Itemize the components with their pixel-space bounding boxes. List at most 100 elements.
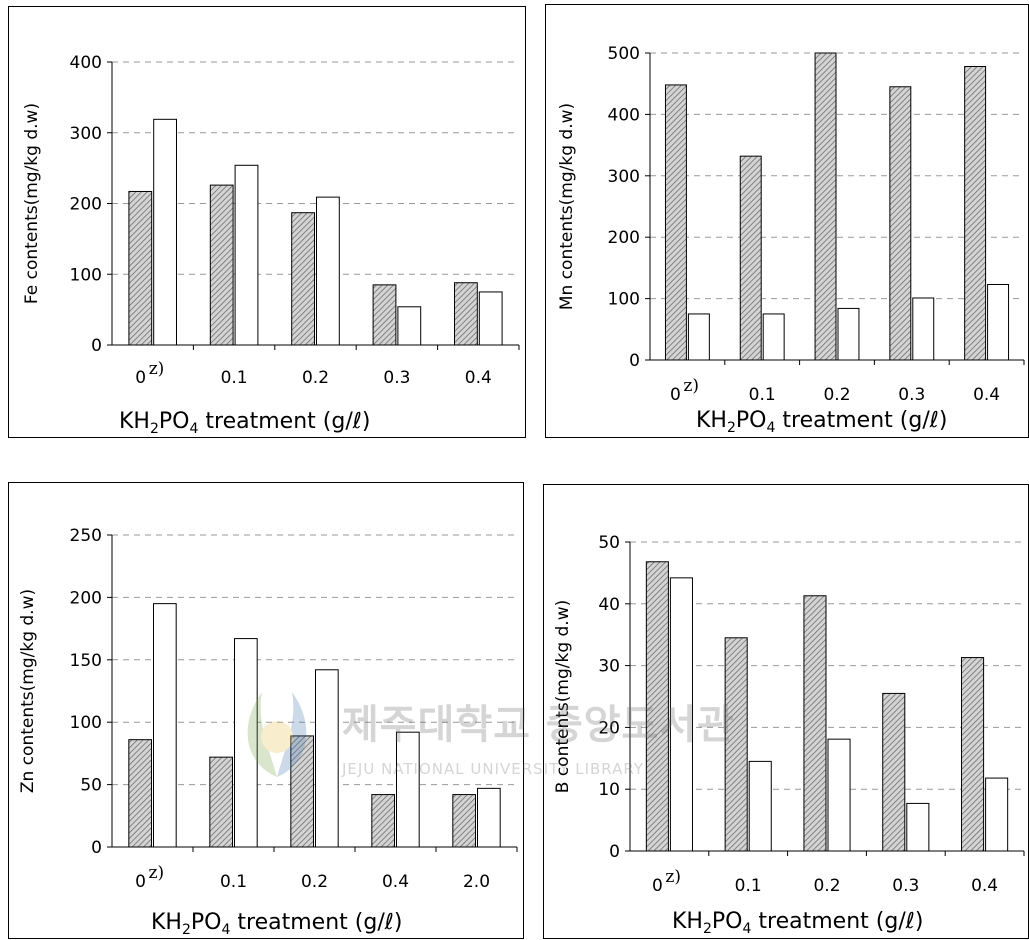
footnote-marker: z) xyxy=(149,863,165,883)
bar-hatched xyxy=(814,52,837,361)
bar-hatched xyxy=(664,84,687,361)
x-tick-label: 0.4 xyxy=(971,876,998,896)
footnote-marker: z) xyxy=(665,867,681,887)
bar-hatched xyxy=(803,595,827,852)
x-tick-label: 0.3 xyxy=(383,368,410,388)
bar-open xyxy=(153,603,177,848)
y-tick-label: 150 xyxy=(70,651,102,671)
bar-open xyxy=(477,787,501,848)
bar-open xyxy=(478,291,503,346)
x-axis-label: KH2PO4 treatment (g/ℓ) xyxy=(672,909,923,937)
x-tick-label: 0.3 xyxy=(898,385,925,405)
x-tick-label: 0.4 xyxy=(382,872,409,892)
bar-hatched xyxy=(724,637,748,852)
bar-hatched xyxy=(882,692,906,852)
x-tick-label: 0.2 xyxy=(301,872,328,892)
bar-hatched xyxy=(961,657,985,852)
bar-open xyxy=(837,307,860,361)
y-tick-label: 100 xyxy=(70,713,102,733)
x-axis-label-part: 2 xyxy=(727,420,736,436)
y-tick-label: 0 xyxy=(91,838,102,858)
x-tick-label: 0.1 xyxy=(221,368,248,388)
x-axis-label-part: treatment (g/ℓ) xyxy=(751,909,923,934)
bar-open xyxy=(397,306,422,346)
x-tick-label: 0.3 xyxy=(892,876,919,896)
bar-hatched xyxy=(889,86,912,361)
x-axis-label-part: treatment (g/ℓ) xyxy=(198,409,370,434)
bar-hatched xyxy=(645,561,669,852)
x-axis-label: KH2PO4 treatment (g/ℓ) xyxy=(696,408,947,436)
y-tick-label: 40 xyxy=(598,595,620,615)
bar-open xyxy=(985,777,1009,852)
y-tick-label: 100 xyxy=(70,265,102,285)
bar-open xyxy=(396,731,420,848)
y-tick-label: 200 xyxy=(70,195,102,215)
x-tick-label: 0.4 xyxy=(465,368,492,388)
y-tick-label: 0 xyxy=(91,336,102,356)
x-tick-label: 2.0 xyxy=(463,872,490,892)
bar-open xyxy=(153,118,177,346)
bar-hatched xyxy=(454,282,478,346)
y-axis-label: Mn contents(mg/kg d.w) xyxy=(557,103,577,310)
x-axis-label-part: KH xyxy=(672,909,703,934)
x-axis-label: KH2PO4 treatment (g/ℓ) xyxy=(151,910,402,938)
y-tick-label: 50 xyxy=(598,533,620,553)
y-tick-label: 200 xyxy=(70,588,102,608)
bar-open xyxy=(987,283,1010,361)
bar-open xyxy=(234,638,258,848)
bar-hatched xyxy=(371,794,396,848)
x-tick-label: 0.2 xyxy=(813,876,840,896)
y-tick-label: 0 xyxy=(609,842,620,862)
y-tick-label: 20 xyxy=(598,718,620,738)
x-axis-label-part: KH xyxy=(119,409,150,434)
bar-hatched xyxy=(372,284,397,346)
bar-open xyxy=(748,760,772,852)
x-tick-label: 0 xyxy=(135,368,146,388)
footnote-marker: z) xyxy=(149,359,165,379)
x-tick-label: 0 xyxy=(135,872,146,892)
y-axis-label: Zn contents(mg/kg d.w) xyxy=(18,589,38,793)
bar-hatched xyxy=(964,66,987,361)
y-tick-label: 10 xyxy=(598,780,620,800)
x-axis-label-part: 4 xyxy=(767,420,776,436)
y-tick-label: 50 xyxy=(80,776,102,796)
bar-hatched xyxy=(291,212,316,346)
bar-open xyxy=(315,669,339,848)
y-tick-label: 30 xyxy=(598,657,620,677)
bar-hatched xyxy=(452,794,477,848)
x-tick-label: 0.1 xyxy=(220,872,247,892)
y-axis-label: Fe contents(mg/kg d.w) xyxy=(22,103,42,304)
bar-open xyxy=(687,313,710,361)
zn-chart-panel: 0 50 100 150 200 250 0 z) 0.1 0.2 0.4 2.0 Zn content… xyxy=(8,482,524,939)
y-tick-label: 300 xyxy=(608,167,640,187)
x-axis-label-part: 4 xyxy=(190,421,199,437)
bar-open xyxy=(234,164,259,346)
y-axis-label: B contents(mg/kg d.w) xyxy=(553,600,573,794)
bar-hatched xyxy=(739,155,762,361)
y-tick-label: 400 xyxy=(70,53,102,73)
y-tick-label: 400 xyxy=(608,105,640,125)
y-tick-label: 250 xyxy=(70,526,102,546)
x-axis-label-part: treatment (g/ℓ) xyxy=(230,910,402,935)
x-axis-label-part: treatment (g/ℓ) xyxy=(775,408,947,433)
bar-open xyxy=(912,297,935,361)
x-axis-label: KH2PO4 treatment (g/ℓ) xyxy=(119,409,370,437)
bar-hatched xyxy=(290,735,315,848)
x-tick-label: 0.2 xyxy=(823,385,850,405)
x-axis-label-part: KH xyxy=(151,910,182,935)
x-tick-label: 0.2 xyxy=(302,368,329,388)
x-tick-label: 0.1 xyxy=(749,385,776,405)
y-tick-label: 500 xyxy=(608,44,640,64)
x-axis-label-part: 2 xyxy=(182,922,191,938)
x-tick-label: 0 xyxy=(652,876,663,896)
bar-open xyxy=(762,313,785,361)
bar-hatched xyxy=(209,756,234,848)
fe-chart-panel: 0 100 200 300 400 0 z) 0.1 0.2 0.3 0.4 Fe contents(… xyxy=(8,6,526,438)
mn-chart-panel: 0 100 200 300 400 500 0 z) 0.1 0.2 0.3 0.4 Mn conten… xyxy=(545,4,1029,438)
bar-open xyxy=(316,196,340,346)
footnote-marker: z) xyxy=(683,376,699,396)
x-axis-label-part: 2 xyxy=(703,921,712,937)
